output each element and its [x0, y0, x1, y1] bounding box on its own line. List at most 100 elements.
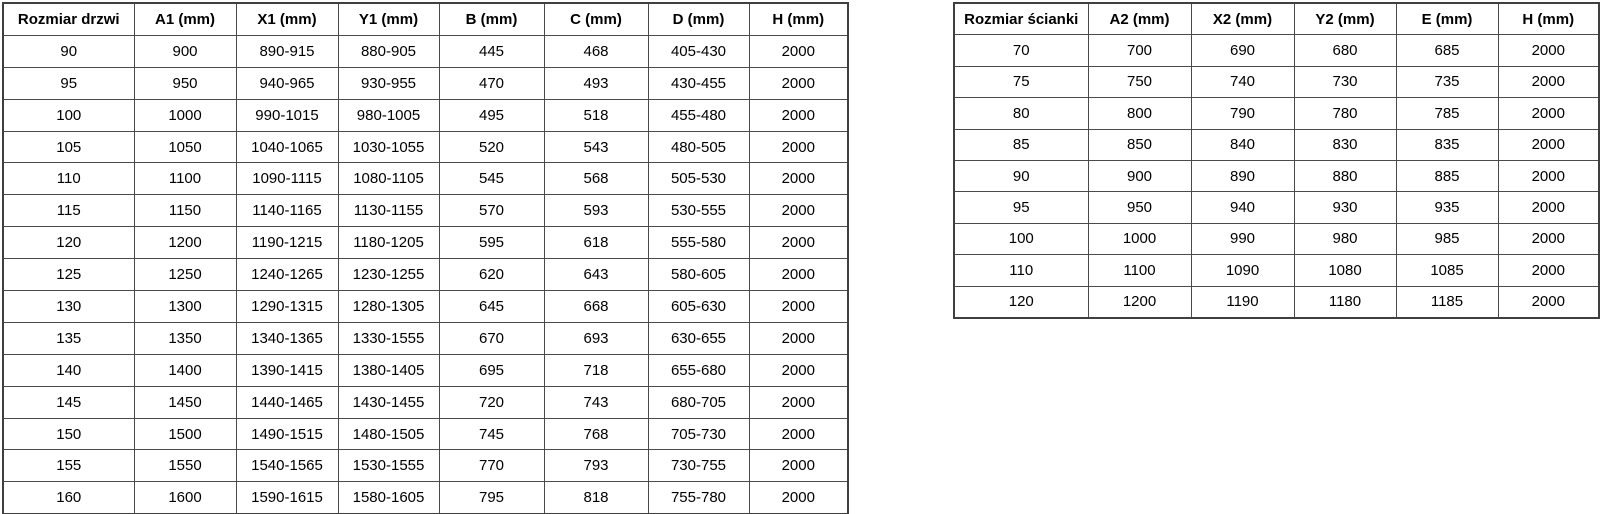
table-cell: 618: [543, 226, 649, 260]
table-cell: 2000: [748, 290, 849, 323]
table-cell: 1200: [1087, 285, 1192, 319]
table-row: 80 800 790 780 785 2000: [953, 97, 1600, 130]
table-cell: 2000: [748, 449, 849, 483]
table-header-row: Rozmiar drzwi A1 (mm) X1 (mm) Y1 (mm) B (mm)…: [2, 2, 849, 36]
table-cell: 80: [953, 97, 1089, 130]
table-cell: 2000: [748, 162, 849, 196]
table-cell: 90: [2, 34, 135, 68]
table-cell: 1440-1465: [235, 385, 339, 419]
table-row: 135 1350 1340-1365 1330-1555 670 693 630-655 20…: [2, 321, 849, 355]
table-cell: 1540-1565: [235, 449, 339, 483]
table-cell: 493: [543, 66, 649, 100]
table-cell: 2000: [748, 226, 849, 260]
table-cell: 160: [2, 481, 135, 514]
table-cell: 630-655: [647, 321, 750, 355]
table-cell: 670: [438, 321, 545, 355]
table-cell: 1100: [133, 162, 237, 196]
table-cell: 2000: [1497, 159, 1600, 193]
table-cell: 580-605: [647, 258, 750, 292]
table-cell: 890: [1190, 159, 1295, 193]
table-row: 110 1100 1090 1080 1085 2000: [953, 254, 1600, 287]
table-row: 95 950 940-965 930-955 470 493 430-455 2000: [2, 66, 849, 100]
table-cell: 980-1005: [337, 98, 440, 132]
table-cell: 505-530: [647, 162, 750, 196]
wall-size-table: Rozmiar ścianki A2 (mm) X2 (mm) Y2 (mm) E (m…: [953, 2, 1600, 319]
table-cell: 1050: [133, 130, 237, 164]
table-cell: 1280-1305: [337, 290, 440, 323]
table-cell: 750: [1087, 65, 1192, 99]
table-row: 155 1550 1540-1565 1530-1555 770 793 730-755 20…: [2, 449, 849, 483]
table-cell: 125: [2, 258, 135, 292]
table-row: 85 850 840 830 835 2000: [953, 128, 1600, 161]
table-cell: 885: [1395, 159, 1499, 193]
table-cell: 455-480: [647, 98, 750, 132]
table-row: 110 1100 1090-1115 1080-1105 545 568 505-530 20…: [2, 162, 849, 196]
table-cell: 2000: [748, 417, 849, 451]
table-cell: 668: [543, 290, 649, 323]
table-cell: 1000: [133, 98, 237, 132]
table-cell: 1490-1515: [235, 417, 339, 451]
table-cell: 2000: [748, 34, 849, 68]
table-cell: 880-905: [337, 34, 440, 68]
table-cell: 1450: [133, 385, 237, 419]
table-cell: 605-630: [647, 290, 750, 323]
table-cell: 835: [1395, 128, 1499, 161]
table-cell: 593: [543, 194, 649, 228]
table-cell: 110: [953, 254, 1089, 287]
table-row: 120 1200 1190 1180 1185 2000: [953, 285, 1600, 319]
table-cell: 1100: [1087, 254, 1192, 287]
table-cell: 85: [953, 128, 1089, 161]
table-cell: 935: [1395, 191, 1499, 224]
table-cell: 2000: [748, 481, 849, 514]
table-cell: 880: [1293, 159, 1397, 193]
column-header: E (mm): [1395, 2, 1499, 36]
table-cell: 1040-1065: [235, 130, 339, 164]
column-header: X2 (mm): [1190, 2, 1295, 36]
table-cell: 643: [543, 258, 649, 292]
table-cell: 1390-1415: [235, 353, 339, 387]
table-row: 130 1300 1290-1315 1280-1305 645 668 605-630 20…: [2, 290, 849, 323]
table-cell: 950: [1087, 191, 1192, 224]
table-cell: 2000: [748, 321, 849, 355]
table-cell: 75: [953, 65, 1089, 99]
table-cell: 518: [543, 98, 649, 132]
table-cell: 1190: [1190, 285, 1295, 319]
column-header: C (mm): [543, 2, 649, 36]
table-cell: 95: [953, 191, 1089, 224]
table-cell: 730: [1293, 65, 1397, 99]
table-cell: 555-580: [647, 226, 750, 260]
table-cell: 990-1015: [235, 98, 339, 132]
table-cell: 620: [438, 258, 545, 292]
column-header: H (mm): [1497, 2, 1600, 36]
table-cell: 940: [1190, 191, 1295, 224]
table-cell: 135: [2, 321, 135, 355]
table-cell: 1130-1155: [337, 194, 440, 228]
table-cell: 785: [1395, 97, 1499, 130]
table-cell: 1090-1115: [235, 162, 339, 196]
table-cell: 1150: [133, 194, 237, 228]
table-cell: 720: [438, 385, 545, 419]
table-cell: 1030-1055: [337, 130, 440, 164]
table-cell: 1500: [133, 417, 237, 451]
table-row: 75 750 740 730 735 2000: [953, 65, 1600, 99]
table-header-row: Rozmiar ścianki A2 (mm) X2 (mm) Y2 (mm) E (m…: [953, 2, 1600, 36]
table-row: 125 1250 1240-1265 1230-1255 620 643 580-605 20…: [2, 258, 849, 292]
table-cell: 1140-1165: [235, 194, 339, 228]
table-cell: 1600: [133, 481, 237, 514]
table-cell: 545: [438, 162, 545, 196]
table-cell: 2000: [748, 258, 849, 292]
table-cell: 790: [1190, 97, 1295, 130]
table-cell: 1000: [1087, 222, 1192, 256]
table-cell: 1085: [1395, 254, 1499, 287]
table-cell: 1190-1215: [235, 226, 339, 260]
table-cell: 2000: [1497, 222, 1600, 256]
table-cell: 980: [1293, 222, 1397, 256]
column-header: A1 (mm): [133, 2, 237, 36]
table-cell: 890-915: [235, 34, 339, 68]
column-header: Y2 (mm): [1293, 2, 1397, 36]
table-cell: 470: [438, 66, 545, 100]
column-header: D (mm): [647, 2, 750, 36]
table-cell: 800: [1087, 97, 1192, 130]
table-cell: 705-730: [647, 417, 750, 451]
table-cell: 543: [543, 130, 649, 164]
